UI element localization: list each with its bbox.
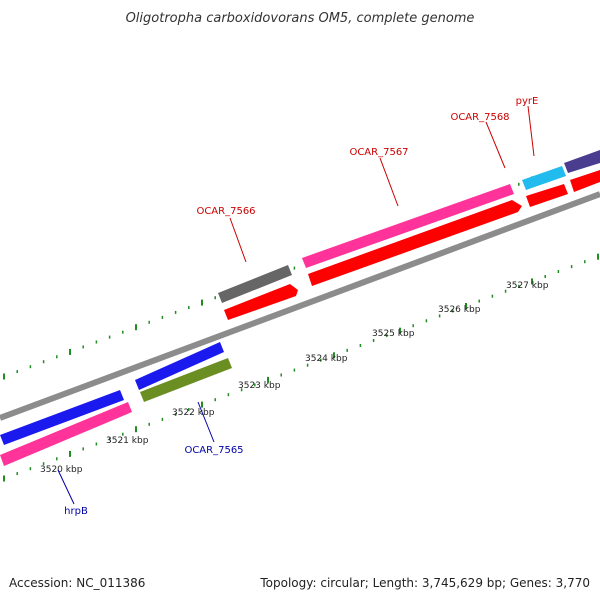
- gene-bar-hrpB[interactable]: [0, 390, 124, 445]
- callout-line: [197, 401, 215, 443]
- gene-label-OCAR-7565[interactable]: OCAR_7565: [184, 445, 243, 456]
- gene-bar-navy[interactable]: [564, 150, 600, 173]
- feature-bars: [0, 150, 600, 466]
- footer-accession: Accession: NC_011386: [9, 576, 146, 590]
- map-title: Oligotropha carboxidovorans OM5, complet…: [126, 11, 475, 26]
- cds-bar-2[interactable]: [308, 200, 522, 286]
- tick-label: 3520 kbp: [40, 465, 83, 475]
- tick-label: 3525 kbp: [372, 329, 415, 339]
- gene-bar-magenta-lower[interactable]: [0, 402, 132, 466]
- gene-label-OCAR-7566[interactable]: OCAR_7566: [196, 206, 255, 217]
- callout-line: [57, 469, 75, 505]
- tick-label: 3522 kbp: [172, 408, 215, 418]
- gene-label-OCAR-7568[interactable]: OCAR_7568: [450, 112, 509, 123]
- gene-bar-OCAR-7565[interactable]: [140, 358, 232, 402]
- gene-bar-blue-upper[interactable]: [135, 342, 224, 390]
- tick-label: 3527 kbp: [506, 281, 549, 291]
- callout-line: [229, 217, 247, 263]
- gene-label-OCAR-7567[interactable]: OCAR_7567: [349, 147, 408, 158]
- tick-label: 3521 kbp: [106, 436, 149, 446]
- cds-bar-4[interactable]: [570, 170, 600, 192]
- gene-label-hrpB[interactable]: hrpB: [64, 506, 88, 517]
- tick-label: 3523 kbp: [238, 381, 281, 391]
- tick-labels: 3520 kbp 3521 kbp 3522 kbp 3523 kbp 3524…: [40, 281, 549, 475]
- gene-bar-OCAR-7567[interactable]: [302, 184, 514, 268]
- cds-bar-3[interactable]: [526, 184, 568, 207]
- tick-label: 3524 kbp: [305, 354, 348, 364]
- footer-topology-info: Topology: circular; Length: 3,745,629 bp…: [260, 576, 590, 590]
- gene-bar-pyrE[interactable]: [522, 166, 566, 190]
- genome-backbone: [0, 191, 600, 421]
- callout-line: [379, 157, 399, 207]
- callout-line: [485, 121, 506, 169]
- callout-line: [527, 105, 535, 157]
- cds-bar-1[interactable]: [224, 284, 298, 320]
- gene-labels: OCAR_7566 OCAR_7567 OCAR_7568 pyrE OCAR_…: [57, 96, 539, 517]
- gene-bar-OCAR-7566[interactable]: [218, 265, 292, 303]
- gene-label-pyrE[interactable]: pyrE: [516, 96, 539, 107]
- tick-label: 3526 kbp: [438, 305, 481, 315]
